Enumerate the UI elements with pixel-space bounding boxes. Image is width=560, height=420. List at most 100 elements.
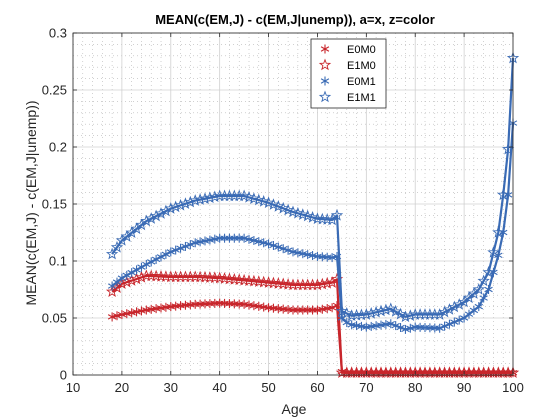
series-layer (105, 51, 520, 378)
marker-stroke (166, 249, 175, 255)
marker-stroke (450, 319, 459, 325)
series-e1m1 (105, 51, 520, 323)
data-point (484, 285, 493, 294)
legend-marker-e1m0 (318, 58, 332, 71)
data-point (179, 197, 192, 210)
data-point (311, 278, 324, 291)
legend-marker-e0m0 (320, 44, 330, 54)
legend-marker-e1m1 (318, 90, 332, 103)
marker-stroke (210, 236, 219, 242)
y-tick-label: 0.05 (42, 311, 67, 326)
marker-stroke (107, 314, 117, 320)
x-tick-label: 60 (310, 380, 324, 395)
legend-label-e1m0: E1M0 (347, 60, 376, 72)
data-point (435, 323, 444, 333)
marker-stroke (269, 305, 278, 311)
data-point (379, 303, 393, 316)
marker-stroke (406, 325, 415, 331)
data-point (332, 300, 342, 310)
marker-stroke (479, 295, 488, 301)
data-point (154, 207, 168, 219)
data-point (293, 248, 303, 258)
data-point (497, 188, 510, 201)
y-tick-label: 0 (60, 368, 67, 383)
data-point (174, 198, 187, 211)
data-point (264, 239, 273, 249)
marker-stroke (259, 240, 268, 246)
data-point (391, 321, 400, 331)
data-point (145, 212, 158, 224)
data-point (433, 308, 446, 320)
data-point (438, 305, 451, 318)
marker-stroke (171, 247, 180, 253)
data-point (181, 241, 190, 251)
x-tick-label: 80 (408, 380, 422, 395)
data-point (450, 317, 459, 327)
data-point (239, 233, 249, 243)
marker-stroke (484, 286, 493, 293)
marker-stroke (283, 306, 293, 313)
data-point (394, 307, 407, 320)
data-point (369, 305, 383, 318)
marker-stroke (469, 307, 479, 314)
marker-stroke (254, 238, 263, 245)
marker-stroke (122, 310, 131, 317)
data-point (159, 204, 173, 217)
data-point (171, 245, 180, 255)
marker-stroke (274, 244, 283, 250)
data-point (445, 319, 454, 329)
data-point (401, 324, 410, 334)
x-tick-label: 10 (66, 380, 80, 395)
marker-stroke (269, 242, 278, 249)
data-point (277, 201, 290, 214)
marker-stroke (474, 303, 483, 310)
marker-stroke (249, 237, 259, 244)
data-point (272, 200, 285, 212)
data-point (195, 237, 205, 247)
data-point (125, 274, 138, 286)
data-point (281, 203, 295, 216)
marker-stroke (107, 283, 117, 289)
marker-stroke (195, 239, 205, 245)
legend-box (310, 38, 387, 109)
chart-title: MEAN(c(EM,J) - c(EM,J|unemp)), a=x, z=co… (155, 12, 435, 27)
data-point (110, 240, 124, 253)
marker-stroke (137, 308, 146, 314)
data-point (140, 214, 153, 227)
series-e0m1 (107, 118, 518, 334)
legend-label-e0m0: E0M0 (347, 44, 376, 56)
data-point (203, 191, 217, 204)
data-point (135, 218, 148, 231)
data-point (464, 309, 474, 319)
data-point (298, 249, 307, 259)
data-point (135, 270, 148, 283)
data-point (440, 321, 449, 331)
marker-stroke (401, 326, 410, 333)
marker-stroke (112, 312, 122, 319)
data-point (191, 238, 200, 248)
marker-stroke (459, 315, 469, 321)
data-point (259, 238, 268, 248)
data-point (279, 244, 288, 254)
marker-stroke (181, 243, 190, 250)
data-point (479, 293, 488, 303)
data-point (335, 304, 349, 317)
marker-stroke (320, 46, 330, 52)
data-point (396, 323, 405, 332)
marker-stroke (239, 235, 249, 241)
x-tick-label: 40 (212, 380, 226, 395)
y-tick-label: 0.2 (49, 140, 67, 155)
data-point (487, 245, 500, 258)
legend: E0M0 E1M0 E0M1 E1M1 (310, 38, 387, 109)
marker-stroke (357, 323, 366, 330)
data-point (443, 303, 456, 315)
marker-stroke (200, 238, 210, 244)
data-point (386, 319, 395, 329)
data-point (283, 245, 293, 255)
data-point (205, 235, 215, 245)
data-point (472, 283, 485, 295)
marker-stroke (259, 304, 268, 310)
y-tick-label: 0.1 (49, 254, 67, 269)
data-point (274, 242, 283, 252)
marker-stroke (332, 302, 342, 309)
